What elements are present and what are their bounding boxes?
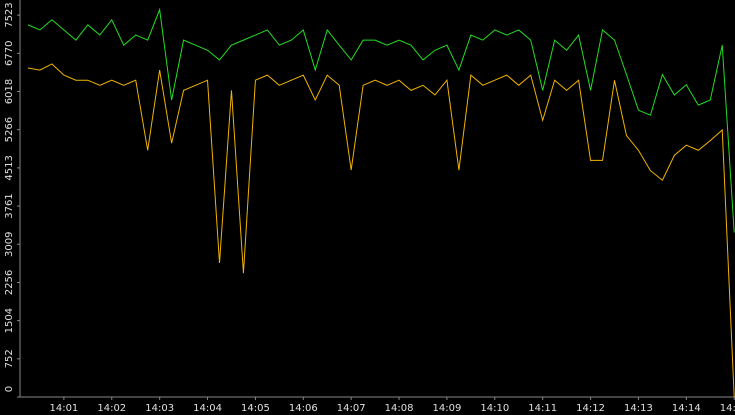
y-tick-label: 1504 [4, 308, 15, 333]
y-tick-label: 5266 [4, 117, 15, 142]
x-tick-label: 14:08 [385, 403, 414, 414]
x-tick-label: 14:06 [289, 403, 318, 414]
y-tick-label: 0 [4, 386, 15, 392]
y-tick-label: 7523 [4, 2, 15, 27]
y-tick-label: 6018 [4, 79, 15, 104]
x-tick-label: 14:01 [49, 403, 78, 414]
x-tick-label: 14:12 [576, 403, 605, 414]
y-tick-label: 2256 [4, 270, 15, 295]
x-tick-label: 14:03 [145, 403, 174, 414]
x-tick-label: 14:02 [97, 403, 126, 414]
x-tick-label: 14:09 [433, 403, 462, 414]
y-tick-label: 3009 [4, 232, 15, 257]
y-tick-label: 6770 [4, 41, 15, 66]
x-tick-label: 14:04 [193, 403, 222, 414]
x-tick-label: 14:11 [528, 403, 557, 414]
x-tick-label: 14:15 [720, 403, 735, 414]
x-tick-label: 14:07 [337, 403, 366, 414]
x-tick-label: 14:14 [672, 403, 701, 414]
series-line [27, 7, 735, 233]
x-tick-label: 14:10 [480, 403, 509, 414]
x-tick-label: 14:05 [241, 403, 270, 414]
y-tick-label: 4513 [4, 155, 15, 180]
series-line [27, 63, 735, 398]
x-tick-label: 14:13 [624, 403, 653, 414]
y-tick-label: 752 [4, 349, 15, 368]
y-tick-label: 3761 [4, 193, 15, 218]
